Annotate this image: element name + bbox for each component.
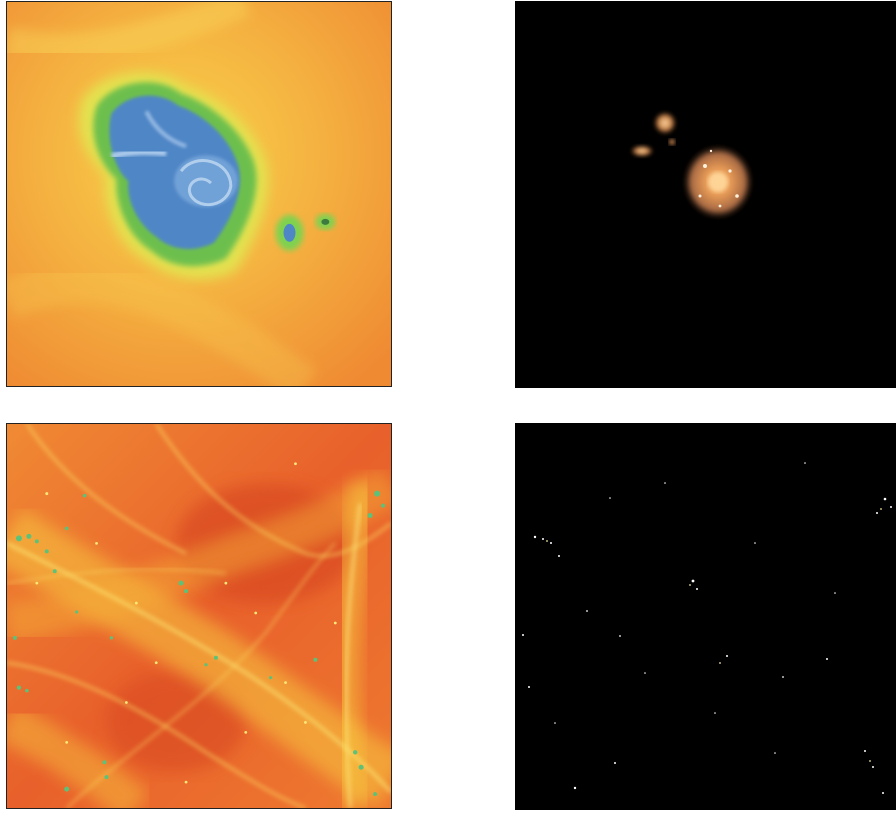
stellar-light-zoom-image	[515, 1, 896, 388]
gas-density-wide-image	[7, 424, 391, 808]
stellar-light-wide-panel	[515, 423, 896, 810]
gas-density-zoom-panel	[6, 1, 392, 387]
gas-density-zoom-image	[7, 2, 391, 386]
stellar-light-wide-image	[515, 423, 896, 810]
gas-density-wide-panel	[6, 423, 392, 809]
stellar-light-zoom-panel	[515, 1, 896, 388]
